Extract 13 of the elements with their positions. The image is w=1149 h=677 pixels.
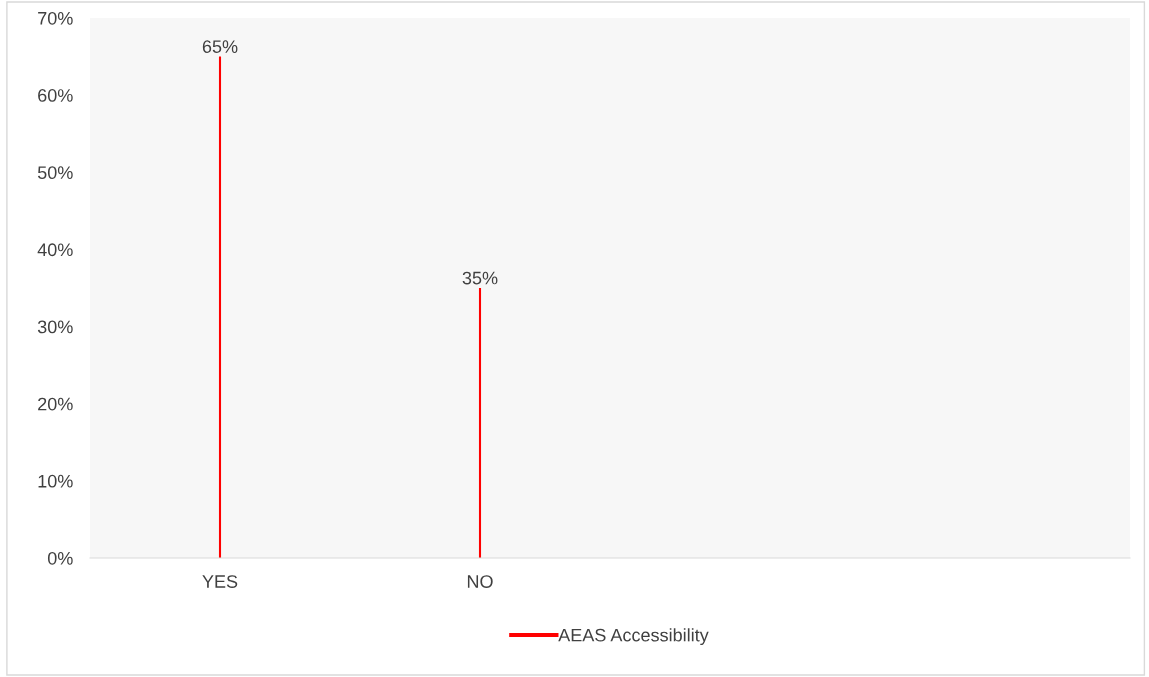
y-tick-label: 70% xyxy=(38,11,73,25)
text: 35% xyxy=(462,271,498,285)
legend-label: AEAS Accessibility xyxy=(558,628,709,646)
x-tick-label: YES xyxy=(202,575,238,588)
y-tick-label: 10% xyxy=(38,474,73,488)
text: 65% xyxy=(202,40,238,53)
y-tick-label: 40% xyxy=(37,243,73,257)
y-tick-label: 30% xyxy=(37,320,73,334)
y-tick-label: 50% xyxy=(37,166,73,180)
y-tick-label: 0% xyxy=(47,551,73,565)
y-tick-label: 60% xyxy=(38,89,73,102)
x-tick-label: NO xyxy=(467,575,493,588)
y-tick-label: 20% xyxy=(38,397,73,411)
